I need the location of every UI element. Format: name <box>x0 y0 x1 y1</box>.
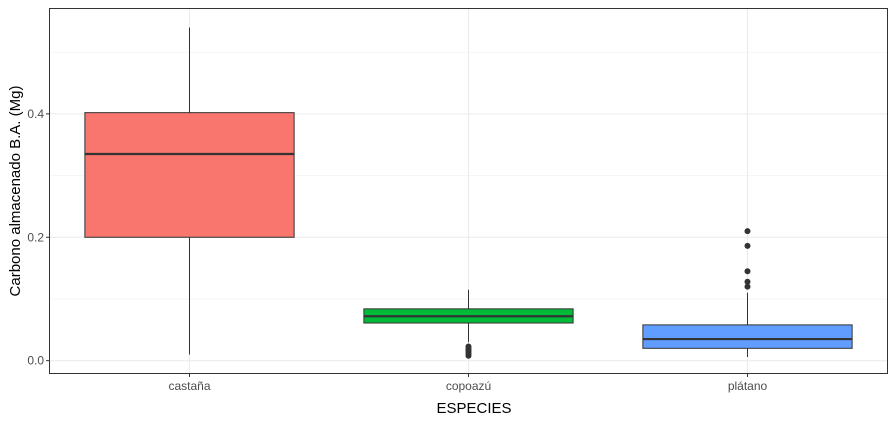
outlier-point-platano <box>744 268 751 275</box>
box-platano <box>642 324 853 349</box>
y-tick-label: 0.4 <box>27 107 44 121</box>
outlier-point-copoazu <box>465 343 472 350</box>
outlier-point-platano <box>744 283 751 290</box>
box-castana <box>84 112 295 238</box>
axis-layer: 0.0 0.2 0.4 castaña copoazú plátano <box>27 107 767 393</box>
outlier-point-platano <box>744 278 751 285</box>
x-tick-label: plátano <box>728 379 768 393</box>
x-axis-title: ESPECIES <box>436 400 511 417</box>
outlier-point-platano <box>744 242 751 249</box>
y-tick-label: 0.2 <box>27 230 44 244</box>
x-tick-label: copoazú <box>446 379 491 393</box>
y-tick-label: 0.0 <box>27 354 44 368</box>
outlier-point-platano <box>744 228 751 235</box>
y-axis-title: Carbono almacenado B.A. (Mg) <box>7 86 24 297</box>
x-tick-label: castaña <box>168 379 210 393</box>
box-layer <box>84 27 853 359</box>
